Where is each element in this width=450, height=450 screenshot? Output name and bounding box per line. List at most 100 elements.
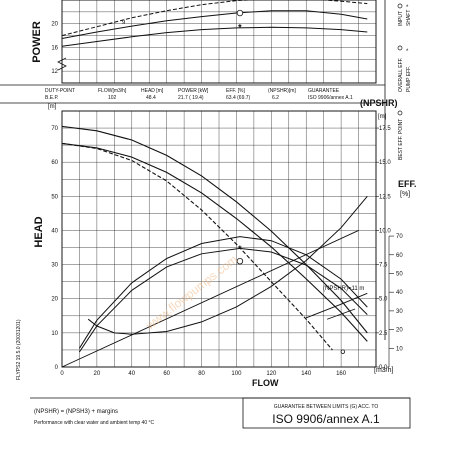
flow-axis-title: FLOW bbox=[252, 378, 279, 388]
eff-tick-label: 30 bbox=[396, 309, 403, 315]
duty-header-npsh: (NPSHR)[m] bbox=[268, 88, 296, 94]
npsh-tick-label: 7.5 bbox=[379, 263, 388, 269]
flow-tick-label: 100 bbox=[231, 371, 242, 377]
guarantee-title: GUARANTEE BETWEEN LIMITS (G) ACC. TO bbox=[274, 404, 379, 410]
eff-axis-title: EFF. bbox=[398, 179, 417, 189]
duty-row-label: B.E.P. bbox=[45, 95, 59, 101]
axis-break-icon bbox=[57, 57, 67, 71]
flow-tick-label: 160 bbox=[336, 371, 347, 377]
eff-tick-label: 10 bbox=[396, 346, 403, 352]
duty-power-value: 21.7 ( 19.4) bbox=[178, 95, 204, 101]
power-y-tick-label: 16 bbox=[51, 45, 58, 51]
head-tick-label: 10 bbox=[51, 331, 58, 337]
legend-shaft-label: SHAFT bbox=[406, 10, 412, 26]
power-curve bbox=[61, 0, 368, 37]
power-panel: 12 16 20 * POWER 9 bbox=[31, 0, 377, 84]
head-tick-label: 30 bbox=[51, 263, 58, 269]
head-ticks: 0 10 20 30 40 50 60 70 bbox=[51, 126, 58, 371]
npsh-tick-label: 0.0 bbox=[379, 365, 388, 371]
power-circle-marker bbox=[236, 9, 244, 17]
performance-panel: 0 20 40 60 80 100 120 140 160 0 10 20 30 40 50 60 70 0.… bbox=[33, 98, 417, 388]
npsh-tick-label: 12.5 bbox=[379, 194, 391, 200]
duty-eff-value: 63.4 (69.7) bbox=[226, 95, 251, 101]
eff-tick-label: 50 bbox=[396, 271, 403, 277]
efficiency-curve bbox=[78, 236, 368, 349]
flow-ticks: 0 20 40 60 80 100 120 140 160 bbox=[60, 371, 346, 377]
legend-pump-star-icon: * bbox=[406, 49, 409, 55]
head-curve bbox=[61, 125, 368, 334]
flow-unit-label: [m3/h] bbox=[374, 367, 394, 374]
efficiency-ticks: 10 20 30 40 50 60 70 bbox=[388, 234, 403, 367]
document-code: FLYPS2 19.5.0 (20031201) bbox=[16, 319, 22, 380]
guarantee-box bbox=[242, 397, 411, 429]
power-curves bbox=[61, 0, 368, 47]
head-curve bbox=[61, 142, 368, 342]
npsh-tick-label: 10.0 bbox=[379, 228, 391, 234]
head-tick-label: 70 bbox=[51, 126, 58, 132]
npsh-ticks: 0.0 2.5 5.0 7.5 10.0 12.5 15.0 17.5 bbox=[376, 126, 391, 371]
performance-star-marker: * bbox=[238, 244, 242, 254]
duty-header-power: POWER [kW] bbox=[178, 88, 209, 94]
npsh-arrow bbox=[327, 308, 356, 320]
performance-circle-marker bbox=[340, 349, 346, 354]
flow-tick-label: 60 bbox=[163, 371, 170, 377]
duty-header-point: DUTY-POINT bbox=[45, 88, 75, 94]
footnote-conditions: Performance with clear water and ambient… bbox=[34, 420, 154, 426]
power-curve bbox=[61, 10, 368, 39]
impeller-npsh-label: (NPSHR)=11 m bbox=[323, 286, 364, 292]
footer: (NPSHR) = (NPSH3) + margins Performance … bbox=[30, 397, 411, 429]
performance-markers: * bbox=[236, 244, 346, 354]
legend-input-label: INPUT bbox=[398, 11, 404, 26]
head-unit-label: [m] bbox=[48, 104, 57, 110]
legend-pump-eff-label: PUMP EFF. bbox=[406, 66, 412, 92]
power-curve bbox=[61, 26, 368, 47]
legend-strip: INPUT SHAFT * OVERALL EFF. PUMP EFF. * B… bbox=[384, 0, 412, 340]
flow-tick-label: 0 bbox=[60, 371, 64, 377]
head-tick-label: 20 bbox=[51, 297, 58, 303]
performance-curves bbox=[61, 125, 368, 368]
power-y-tick-label: 12 bbox=[51, 69, 58, 75]
head-tick-label: 60 bbox=[51, 160, 58, 166]
eff-tick-label: 70 bbox=[396, 234, 403, 240]
legend-overall-circle-icon bbox=[397, 45, 403, 51]
head-tick-label: 40 bbox=[51, 228, 58, 234]
performance-circle-marker bbox=[236, 257, 244, 265]
head-tick-label: 0 bbox=[55, 365, 59, 371]
duty-table: DUTY-POINT FLOW[m3/h] HEAD [m] POWER [kW… bbox=[0, 84, 385, 104]
duty-header-eff: EFF. [%] bbox=[226, 88, 246, 94]
npsh-curve bbox=[306, 292, 368, 319]
power-markers: * bbox=[236, 9, 244, 32]
npsh-axis-title: (NPSHR) bbox=[360, 98, 398, 108]
power-star-marker: * bbox=[238, 22, 242, 32]
flow-tick-label: 120 bbox=[266, 371, 277, 377]
legend-best-eff-label: BEST EFF. POINT bbox=[398, 119, 404, 160]
duty-header-flow: FLOW[m3/h] bbox=[98, 88, 127, 94]
eff-tick-label: 60 bbox=[396, 253, 403, 259]
eff-tick-label: 40 bbox=[396, 290, 403, 296]
npsh-tick-label: 17.5 bbox=[379, 126, 391, 132]
head-tick-label: 50 bbox=[51, 194, 58, 200]
head-curve bbox=[61, 142, 333, 351]
duty-guarantee-value: ISO 9906/annex A.1 bbox=[308, 95, 353, 101]
performance-grid bbox=[61, 110, 377, 368]
flow-tick-label: 20 bbox=[94, 371, 101, 377]
system-line bbox=[61, 230, 359, 368]
power-curve-label: 9 bbox=[122, 20, 126, 26]
legend-best-eff-circle-icon bbox=[397, 110, 403, 116]
duty-header-head: HEAD [m] bbox=[141, 88, 164, 94]
footnote-npsh: (NPSHR) = (NPSH3) + margins bbox=[34, 409, 118, 415]
efficiency-curve bbox=[78, 247, 368, 353]
guarantee-standard: ISO 9906/annex A.1 bbox=[272, 412, 380, 426]
npsh-unit-label: [m] bbox=[378, 114, 387, 120]
head-axis-title: HEAD bbox=[33, 216, 45, 247]
flow-tick-label: 140 bbox=[301, 371, 312, 377]
power-y-tick-label: 20 bbox=[51, 22, 58, 28]
eff-tick-label: 20 bbox=[396, 328, 403, 334]
legend-overall-eff-label: OVERALL EFF. bbox=[398, 57, 404, 92]
npsh-tick-label: 5.0 bbox=[379, 297, 388, 303]
npsh-tick-label: 15.0 bbox=[379, 160, 391, 166]
duty-head-value: 48.4 bbox=[146, 95, 156, 101]
power-axis-title: POWER bbox=[31, 21, 43, 63]
duty-npsh-value: 6.2 bbox=[272, 95, 279, 101]
